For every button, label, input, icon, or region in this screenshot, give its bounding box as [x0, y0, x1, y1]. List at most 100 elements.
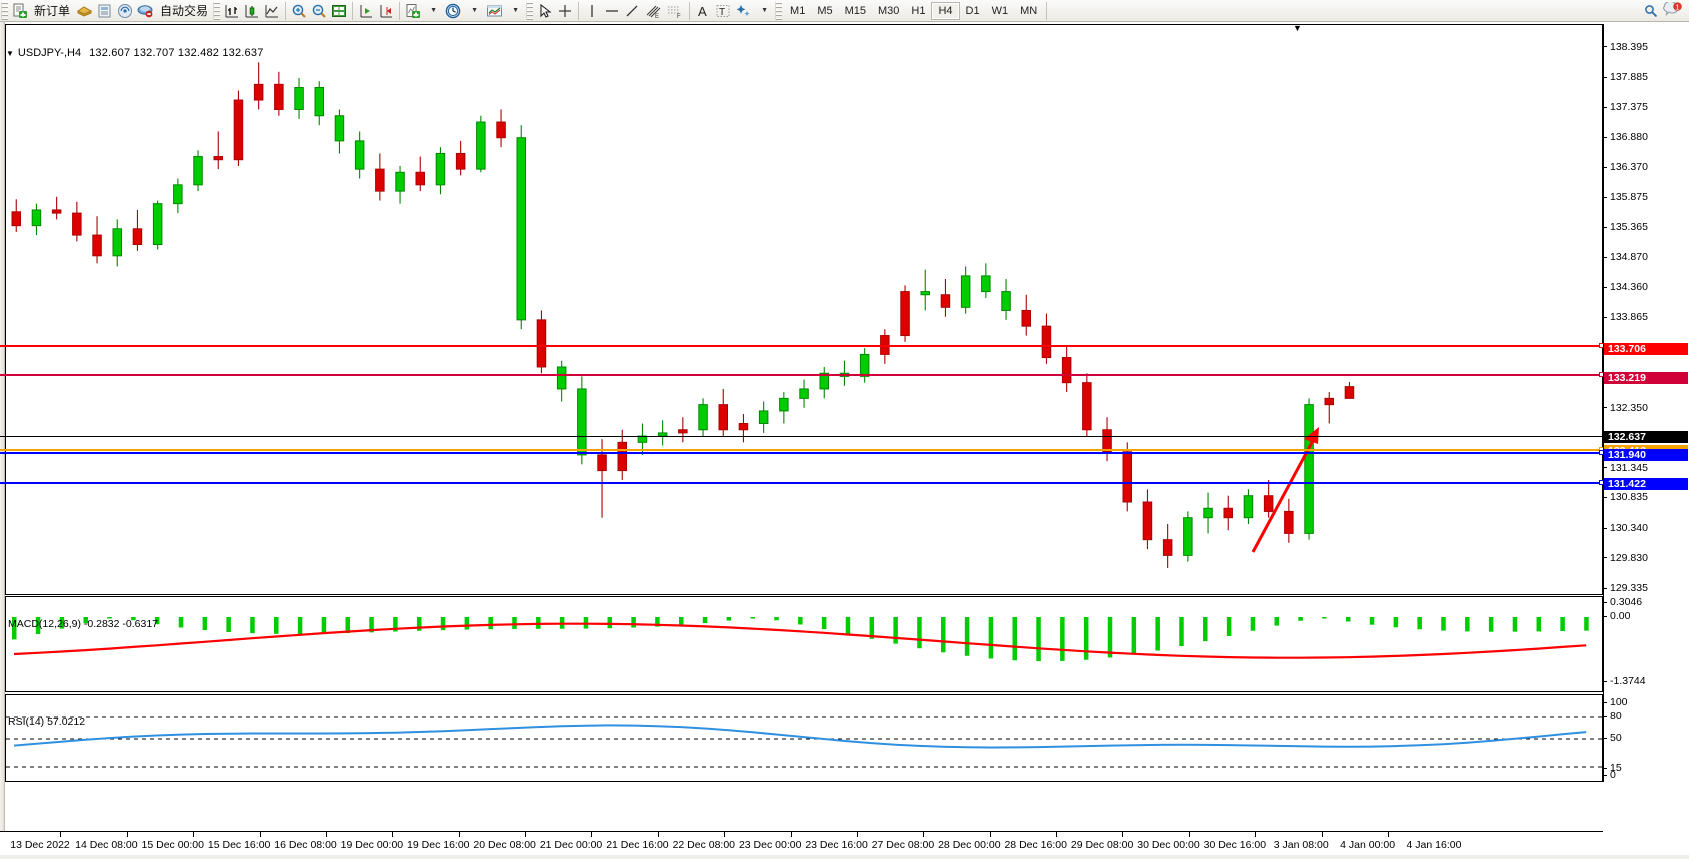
- periods-dropdown-icon[interactable]: ▼: [471, 7, 478, 14]
- timeframe-w1[interactable]: W1: [986, 2, 1015, 20]
- search-icon[interactable]: [1641, 1, 1661, 21]
- timeframe-m15[interactable]: M15: [839, 2, 872, 20]
- macd-tick: 0.00: [1603, 611, 1630, 621]
- tf-label-mn: MN: [1020, 4, 1038, 17]
- time-tick: 22 Dec 08:00: [672, 839, 736, 851]
- chart-workspace[interactable]: ▼ USDJPY-,H4 132.607 132.707 132.482 132…: [0, 22, 1689, 859]
- auto-trade-button[interactable]: 自动交易: [156, 1, 212, 21]
- hline-resistance-1[interactable]: [0, 343, 1604, 348]
- time-tick-separator: [591, 832, 593, 837]
- time-tick: 20 Dec 08:00: [473, 839, 536, 851]
- new-order-label: 新订单: [34, 4, 71, 18]
- rsi-canvas: [6, 716, 1602, 768]
- timeframe-h1[interactable]: H1: [905, 2, 931, 20]
- objects-icon[interactable]: [733, 1, 754, 21]
- price-scale[interactable]: 138.395 137.885 137.375 136.880 136.370 135.8…: [1603, 22, 1689, 859]
- print-preview-icon[interactable]: [95, 1, 115, 21]
- vertical-line-icon[interactable]: [582, 1, 602, 21]
- crosshair-icon[interactable]: [555, 1, 575, 21]
- timeframe-m1[interactable]: M1: [784, 2, 811, 20]
- time-tick-separator: [60, 832, 62, 837]
- timeframe-m30[interactable]: M30: [872, 2, 905, 20]
- signals-icon[interactable]: [115, 1, 135, 21]
- toolbar-grip[interactable]: [1, 1, 8, 20]
- hline-support-1[interactable]: [0, 450, 1604, 455]
- macd-pane[interactable]: [5, 596, 1603, 692]
- time-tick: 23 Dec 00:00: [738, 839, 802, 851]
- bottom-strip: [0, 855, 1689, 859]
- text-label-icon[interactable]: T: [713, 1, 733, 21]
- time-tick-separator: [1388, 832, 1389, 837]
- price-pane-canvas: [11, 62, 1355, 568]
- toolbar-grip-3[interactable]: [526, 1, 534, 20]
- price-tick: 129.830: [1603, 552, 1648, 563]
- timeframe-d1[interactable]: D1: [960, 2, 986, 20]
- text-icon[interactable]: A: [693, 1, 713, 21]
- horizontal-line-icon[interactable]: [602, 1, 622, 21]
- timeframe-mn[interactable]: MN: [1014, 2, 1043, 20]
- zoom-in-icon[interactable]: [289, 1, 309, 21]
- objects-dropdown-icon[interactable]: ▼: [761, 7, 768, 14]
- hline-resistance-2[interactable]: [0, 372, 1604, 377]
- time-tick-separator: [193, 832, 195, 837]
- tf-label-m1: M1: [790, 4, 806, 17]
- hline-current-price: [0, 436, 1603, 437]
- indicators-dropdown-icon[interactable]: ▼: [430, 7, 437, 14]
- macd-tick: 0.3046: [1603, 597, 1642, 607]
- new-order-icon[interactable]: [10, 1, 30, 21]
- fibonacci-icon[interactable]: F: [664, 1, 686, 21]
- chart-menu-caret-icon[interactable]: ▼: [6, 48, 14, 58]
- notifications-icon[interactable]: 1: [1661, 1, 1685, 21]
- chart-ohlc-quotes: 132.607 132.707 132.482 132.637: [89, 47, 264, 59]
- price-label-support-2[interactable]: 131.422: [1604, 478, 1688, 490]
- chart-shift-icon[interactable]: [356, 1, 376, 21]
- tile-windows-icon[interactable]: [329, 1, 349, 21]
- indicators-icon[interactable]: [403, 1, 423, 21]
- equidistant-channel-icon[interactable]: E: [642, 1, 664, 21]
- tf-label-d1: D1: [965, 4, 980, 17]
- price-tick: 136.370: [1603, 162, 1648, 173]
- time-tick-separator: [657, 832, 659, 837]
- bar-chart-icon[interactable]: [222, 1, 242, 21]
- zoom-out-icon[interactable]: [309, 1, 329, 21]
- timeframe-h4[interactable]: H4: [931, 1, 960, 20]
- time-tick: 19 Dec 16:00: [407, 839, 470, 851]
- line-chart-icon[interactable]: [262, 1, 282, 21]
- hline-entry-level[interactable]: [0, 447, 1604, 452]
- expert-advisors-icon[interactable]: [135, 1, 156, 21]
- time-scale[interactable]: 13 Dec 2022 14 Dec 08:00 15 Dec 00:00 15 De…: [0, 831, 1603, 855]
- price-scale-divider: [1603, 24, 1604, 782]
- price-label-resistance-1[interactable]: 133.706: [1604, 343, 1688, 355]
- new-order-button[interactable]: 新订单: [30, 1, 74, 21]
- time-tick-separator: [1188, 832, 1190, 837]
- time-tick-separator: [790, 832, 792, 837]
- chart-nav-caret-icon[interactable]: ▼: [1293, 23, 1302, 33]
- price-tick: 136.880: [1603, 132, 1648, 142]
- cursor-icon[interactable]: [535, 1, 555, 21]
- time-tick: 28 Dec 16:00: [1004, 839, 1067, 851]
- price-label-resistance-2[interactable]: 133.219: [1604, 372, 1688, 384]
- rsi-pane[interactable]: [5, 694, 1603, 782]
- time-tick: 4 Jan 00:00: [1340, 839, 1396, 851]
- candlestick-chart-icon[interactable]: [242, 1, 262, 21]
- toolbar-grip-4[interactable]: [775, 1, 783, 20]
- time-tick-separator: [126, 832, 128, 837]
- hline-support-2[interactable]: [0, 480, 1604, 485]
- price-label-current-price[interactable]: 132.637: [1604, 431, 1688, 443]
- templates-dropdown-icon[interactable]: [484, 1, 505, 21]
- toolbar-grip-2[interactable]: [213, 1, 221, 20]
- templates-icon[interactable]: [74, 1, 95, 21]
- auto-scroll-icon[interactable]: [376, 1, 396, 21]
- chart-left-grip[interactable]: [0, 22, 5, 859]
- timeframe-m5[interactable]: M5: [811, 2, 838, 20]
- periods-icon[interactable]: [443, 1, 464, 21]
- templates-caret-icon[interactable]: ▼: [512, 7, 519, 14]
- svg-text:A: A: [698, 4, 707, 19]
- price-label-support-1[interactable]: 131.940: [1604, 449, 1688, 461]
- price-tick: 138.395: [1603, 41, 1648, 52]
- trendline-icon[interactable]: [622, 1, 642, 21]
- time-tick: 3 Jan 08:00: [1273, 839, 1329, 851]
- tf-label-m15: M15: [844, 4, 866, 17]
- time-tick: 28 Dec 00:00: [938, 839, 1001, 851]
- price-pane[interactable]: [5, 24, 1603, 595]
